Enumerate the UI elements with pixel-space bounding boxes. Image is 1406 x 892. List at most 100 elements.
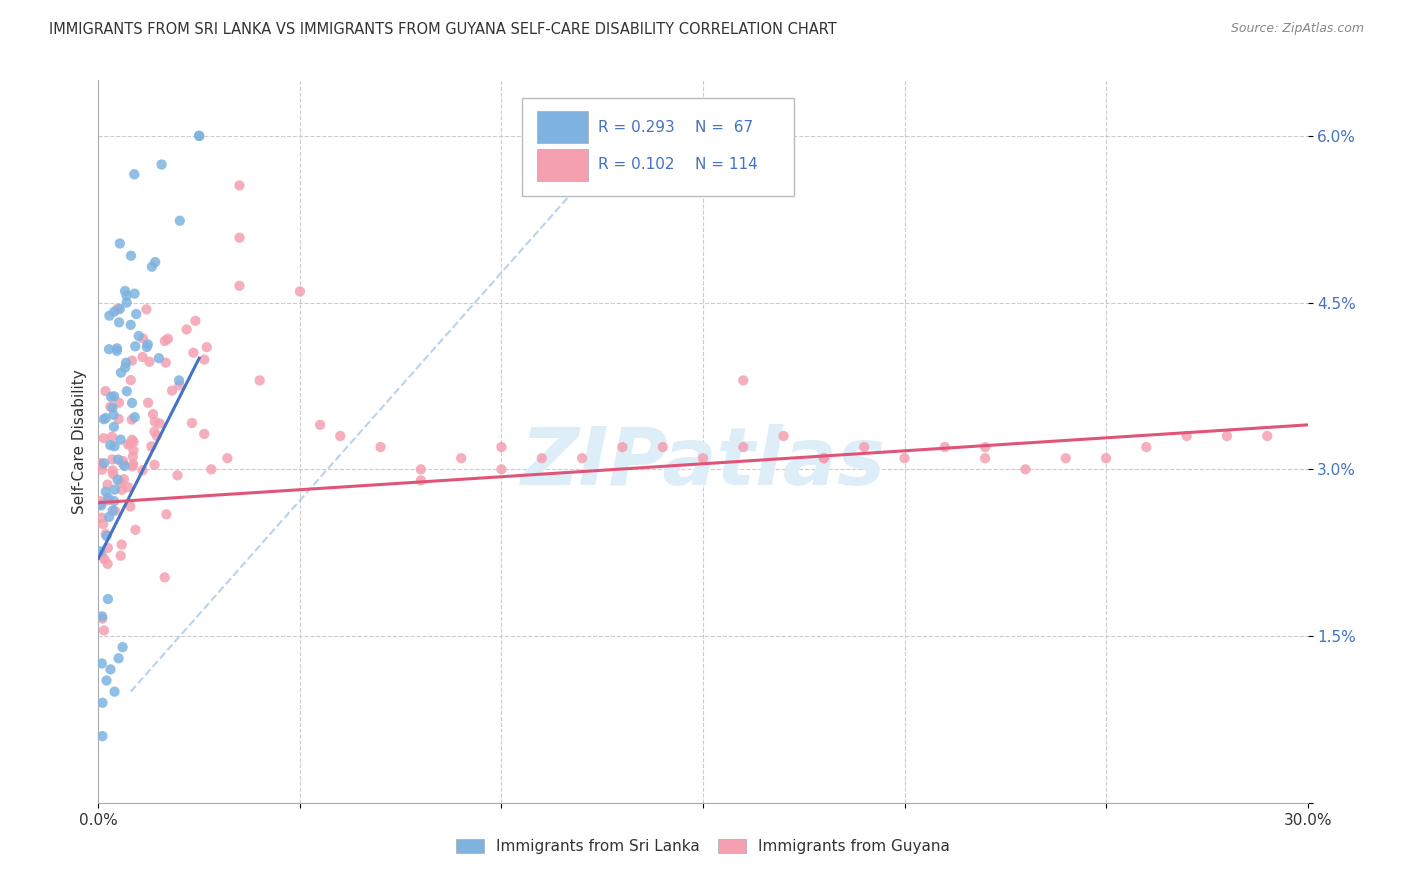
Point	[93, 456, 115, 470]
Point	[150, 157, 173, 171]
Point	[153, 570, 176, 584]
Point	[733, 373, 755, 387]
Point	[91, 696, 114, 710]
Point	[132, 331, 155, 345]
Point	[120, 318, 142, 332]
Point	[1054, 451, 1077, 466]
Point	[98, 342, 121, 356]
Point	[98, 438, 121, 452]
Point	[193, 426, 215, 441]
Point	[101, 401, 124, 415]
Point	[228, 278, 250, 293]
Point	[1256, 429, 1278, 443]
Point	[136, 337, 159, 351]
Point	[97, 493, 120, 508]
Point	[893, 451, 915, 466]
Point	[93, 431, 115, 445]
Point	[143, 458, 166, 472]
Point	[450, 451, 472, 466]
Point	[136, 395, 159, 409]
Point	[135, 302, 157, 317]
Point	[103, 684, 125, 698]
Point	[181, 416, 204, 430]
Point	[1175, 429, 1198, 443]
Point	[101, 467, 124, 482]
Point	[101, 452, 124, 467]
Point	[103, 494, 125, 508]
Point	[309, 417, 332, 432]
Point	[131, 463, 153, 477]
Point	[120, 249, 142, 263]
Point	[89, 494, 111, 508]
Point	[156, 332, 179, 346]
Point	[370, 440, 392, 454]
Point	[111, 640, 134, 655]
Point	[135, 340, 157, 354]
Point	[124, 339, 146, 353]
Point	[143, 255, 166, 269]
Point	[107, 412, 129, 426]
FancyBboxPatch shape	[522, 98, 793, 196]
Point	[98, 509, 121, 524]
Point	[200, 462, 222, 476]
Point	[110, 366, 132, 380]
Point	[651, 440, 673, 454]
Point	[155, 508, 177, 522]
Point	[100, 662, 122, 676]
Point	[108, 315, 131, 329]
Text: Source: ZipAtlas.com: Source: ZipAtlas.com	[1230, 22, 1364, 36]
Point	[491, 440, 513, 454]
Y-axis label: Self-Care Disability: Self-Care Disability	[72, 369, 87, 514]
Point	[107, 473, 129, 487]
Point	[108, 301, 131, 316]
Point	[103, 439, 125, 453]
Point	[1095, 451, 1118, 466]
Point	[193, 352, 215, 367]
Point	[104, 483, 127, 497]
Point	[91, 516, 114, 531]
Point	[111, 483, 134, 497]
Point	[96, 673, 118, 688]
Point	[138, 355, 160, 369]
Point	[121, 396, 143, 410]
Point	[89, 497, 111, 511]
Point	[97, 541, 120, 555]
Point	[141, 439, 163, 453]
Point	[409, 474, 432, 488]
Point	[124, 286, 146, 301]
Point	[96, 477, 118, 491]
Point	[1216, 429, 1239, 443]
Point	[155, 356, 177, 370]
Point	[97, 557, 120, 571]
Point	[329, 429, 352, 443]
Point	[112, 472, 135, 486]
Point	[103, 419, 125, 434]
Point	[166, 468, 188, 483]
Point	[122, 457, 145, 471]
Point	[148, 351, 170, 366]
Point	[143, 425, 166, 439]
Point	[120, 500, 142, 514]
Point	[97, 491, 120, 505]
Point	[112, 454, 135, 468]
Point	[93, 412, 115, 426]
Point	[110, 549, 132, 563]
Point	[167, 373, 190, 387]
FancyBboxPatch shape	[537, 112, 588, 143]
Point	[93, 552, 115, 566]
Text: IMMIGRANTS FROM SRI LANKA VS IMMIGRANTS FROM GUYANA SELF-CARE DISABILITY CORRELA: IMMIGRANTS FROM SRI LANKA VS IMMIGRANTS …	[49, 22, 837, 37]
Text: ZIPatlas: ZIPatlas	[520, 425, 886, 502]
Point	[124, 523, 146, 537]
Point	[228, 230, 250, 244]
Point	[813, 451, 835, 466]
Point	[90, 499, 112, 513]
Point	[101, 463, 124, 477]
Point	[110, 433, 132, 447]
Point	[103, 304, 125, 318]
Point	[121, 353, 143, 368]
Point	[110, 475, 132, 490]
Point	[249, 373, 271, 387]
Point	[108, 395, 131, 409]
Point	[91, 729, 114, 743]
Point	[91, 612, 114, 626]
